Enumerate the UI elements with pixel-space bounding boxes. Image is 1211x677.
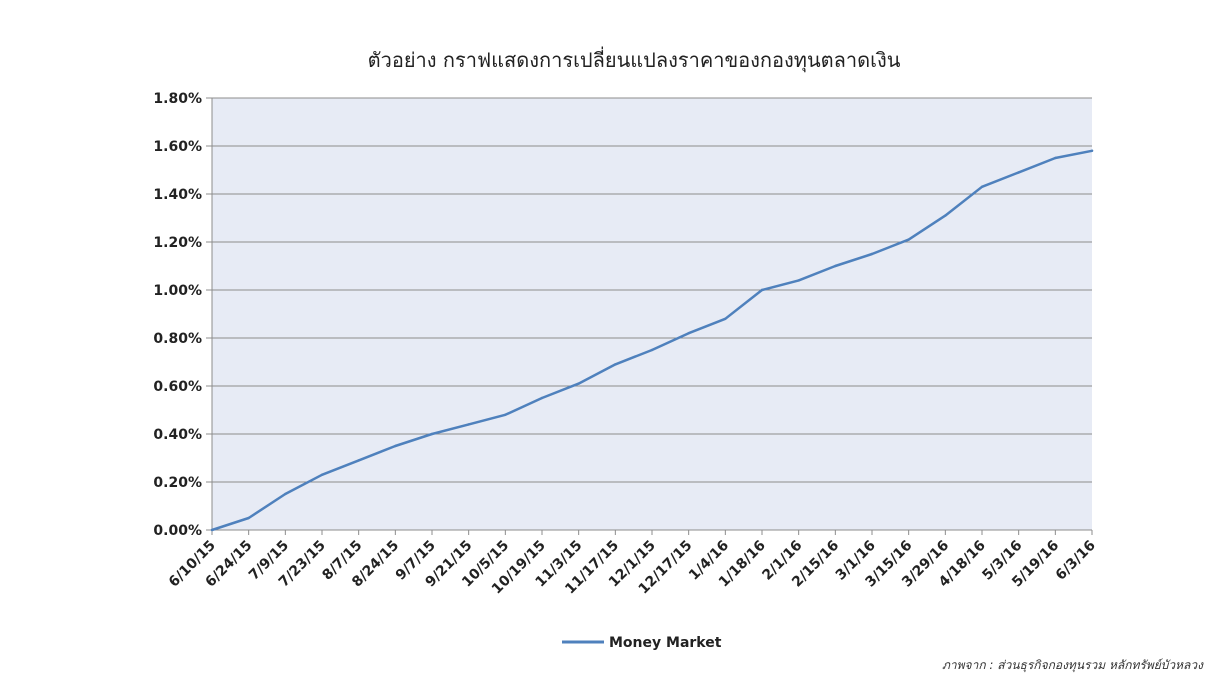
data-point bbox=[687, 332, 690, 335]
y-axis: 0.00% 0.20% 0.40% 0.60% 0.80% 1.00% 1.20% 1.40%… bbox=[153, 91, 213, 539]
data-point bbox=[210, 528, 214, 532]
y-tick-label: 1.20% bbox=[153, 235, 202, 251]
legend: Money Market bbox=[562, 635, 722, 651]
data-point bbox=[1054, 156, 1057, 160]
data-point bbox=[907, 238, 910, 241]
data-point bbox=[247, 516, 250, 520]
data-point bbox=[430, 432, 434, 436]
data-point bbox=[320, 473, 324, 476]
data-point bbox=[357, 459, 360, 462]
series-layer bbox=[210, 149, 1094, 532]
x-tick-label: 6/3/16 bbox=[1053, 538, 1099, 584]
y-tick-label: 0.20% bbox=[153, 475, 202, 491]
plot-area bbox=[212, 98, 1092, 530]
data-point bbox=[467, 423, 470, 426]
y-tick-label: 1.40% bbox=[153, 187, 202, 203]
x-axis: 6/10/156/24/157/9/157/23/158/7/158/24/15… bbox=[166, 530, 1099, 597]
data-point bbox=[724, 317, 727, 320]
y-tick-label: 1.00% bbox=[153, 283, 202, 299]
data-point bbox=[797, 279, 800, 282]
y-tick-label: 1.60% bbox=[153, 139, 202, 155]
data-point bbox=[1090, 149, 1094, 152]
data-point bbox=[284, 492, 287, 496]
y-tick-label: 0.80% bbox=[153, 331, 202, 347]
data-point bbox=[504, 413, 507, 416]
data-point bbox=[540, 396, 544, 400]
data-point bbox=[870, 252, 874, 256]
data-point bbox=[944, 214, 947, 217]
data-point bbox=[614, 363, 617, 366]
data-point bbox=[394, 444, 397, 448]
data-point bbox=[650, 348, 654, 352]
data-point bbox=[834, 264, 837, 268]
data-point bbox=[577, 382, 580, 385]
data-point bbox=[1017, 171, 1020, 174]
gridlines bbox=[212, 97, 1092, 531]
y-tick-label: 0.60% bbox=[153, 379, 202, 395]
legend-label: Money Market bbox=[609, 635, 722, 651]
source-note: ภาพจาก : ส่วนธุรกิจกองทุนรวม หลักทรัพย์บ… bbox=[942, 658, 1204, 673]
y-tick-label: 1.80% bbox=[153, 91, 202, 107]
y-tick-label: 0.00% bbox=[153, 523, 202, 539]
chart-title: ตัวอย่าง กราฟแสดงการเปลี่ยนแปลงราคาของกอ… bbox=[368, 46, 901, 73]
data-point bbox=[760, 288, 764, 292]
data-point bbox=[980, 185, 984, 188]
y-tick-label: 0.40% bbox=[153, 427, 202, 443]
